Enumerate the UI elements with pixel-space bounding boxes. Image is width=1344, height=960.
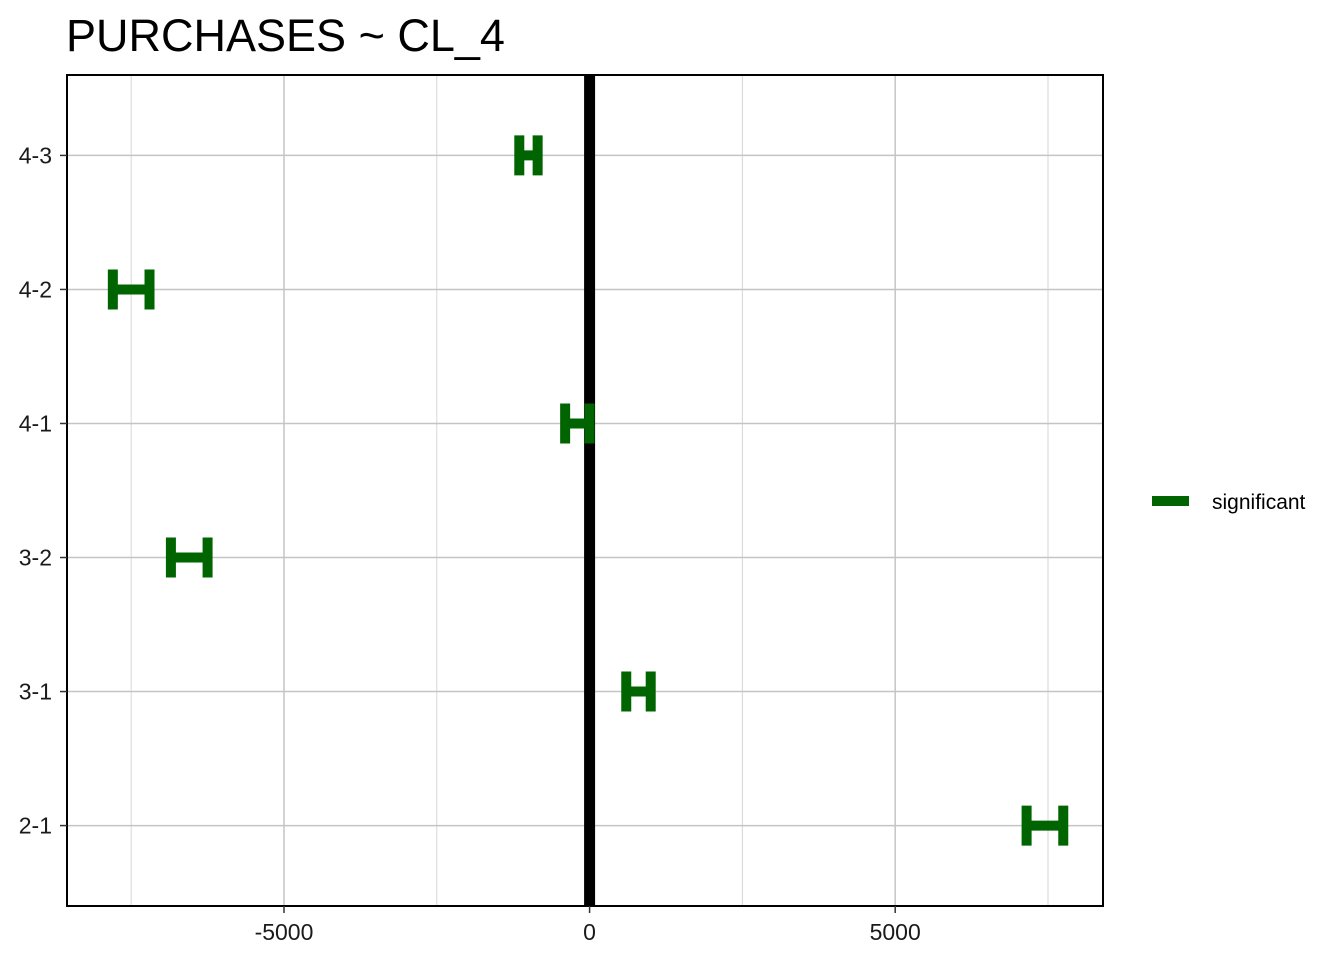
errorbar-4-1 — [560, 403, 595, 444]
chart-title: PURCHASES ~ CL_4 — [66, 10, 505, 61]
errorbar-4-3 — [514, 135, 543, 176]
errorbar-3-2 — [165, 537, 213, 578]
errorbar-3-1 — [621, 671, 656, 712]
panel-border — [66, 74, 1104, 907]
y-tick-label: 3-2 — [19, 545, 52, 571]
y-tick-label: 3-1 — [19, 679, 52, 705]
y-axis: 2-1 3-1 3-2 4-1 4-2 4-3 — [19, 142, 67, 839]
errorbar-4-2 — [107, 269, 155, 310]
x-tick-label: -5000 — [255, 919, 314, 945]
errorbar-2-1 — [1021, 805, 1069, 846]
x-tick-label: 5000 — [870, 919, 921, 945]
x-axis: -5000 0 5000 — [255, 906, 921, 945]
y-tick-label: 2-1 — [19, 813, 52, 839]
marks-layer — [107, 135, 1069, 846]
legend-label: significant — [1212, 491, 1306, 514]
y-tick-label: 4-3 — [19, 142, 52, 168]
y-tick-label: 4-2 — [19, 276, 52, 302]
y-tick-label: 4-1 — [19, 410, 52, 436]
legend: significant — [1152, 491, 1306, 514]
x-tick-label: 0 — [583, 919, 596, 945]
